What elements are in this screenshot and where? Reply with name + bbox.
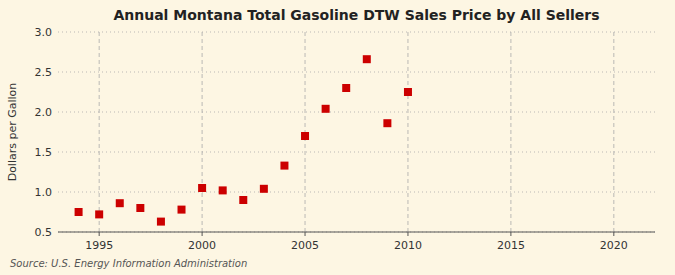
grid — [58, 32, 655, 232]
y-grid-line — [58, 112, 655, 113]
background — [0, 0, 675, 275]
x-tick — [99, 232, 100, 236]
x-grid-line — [202, 32, 203, 232]
x-grid-line — [510, 32, 511, 232]
point — [383, 119, 391, 127]
x-tick — [202, 232, 203, 236]
y-tick-label: 2.5 — [35, 66, 53, 79]
point — [178, 206, 186, 214]
y-tick-label: 0.5 — [35, 226, 53, 239]
point — [260, 185, 268, 193]
x-tick-label: 2005 — [291, 239, 319, 252]
y-axis-label: Dollars per Gallon — [6, 83, 19, 182]
chart: 0.5 1.0 1.5 2.0 2.5 3.0 1995 2000 2005 2010 2015 20… — [0, 0, 675, 275]
x-tick-label: 2020 — [600, 239, 628, 252]
point — [363, 55, 371, 63]
point — [342, 84, 350, 92]
point — [116, 199, 124, 207]
y-tick-label: 1.0 — [35, 186, 53, 199]
y-grid-line — [58, 32, 655, 33]
x-tick-label: 2000 — [188, 239, 216, 252]
points — [75, 55, 412, 225]
point — [322, 105, 330, 113]
x-grid-line — [99, 32, 100, 232]
y-tick-label: 1.5 — [35, 146, 53, 159]
point — [301, 132, 309, 140]
y-grid-line — [58, 192, 655, 193]
x-tick — [305, 232, 306, 236]
y-tick-label: 3.0 — [35, 26, 53, 39]
x-tick-label: 2010 — [394, 239, 422, 252]
x-grid-line — [407, 32, 408, 232]
x-tick-label: 1995 — [85, 239, 113, 252]
y-tick-label: 2.0 — [35, 106, 53, 119]
title: Annual Montana Total Gasoline DTW Sales … — [113, 7, 599, 23]
y-grid-line — [58, 152, 655, 153]
y-grid-line — [58, 232, 655, 233]
point — [280, 162, 288, 170]
point — [239, 196, 247, 204]
point — [219, 186, 227, 194]
x-grid-line — [613, 32, 614, 232]
axes: 0.5 1.0 1.5 2.0 2.5 3.0 1995 2000 2005 2010 2015 20… — [35, 26, 656, 252]
source-note: Source: U.S. Energy Information Administ… — [10, 258, 247, 269]
y-grid-line — [58, 72, 655, 73]
point — [198, 184, 206, 192]
point — [136, 204, 144, 212]
x-tick-label: 2015 — [497, 239, 525, 252]
point — [95, 210, 103, 218]
x-tick — [613, 232, 614, 236]
x-axis-line — [58, 232, 655, 233]
point — [75, 208, 83, 216]
x-tick — [510, 232, 511, 236]
x-tick — [407, 232, 408, 236]
point — [404, 88, 412, 96]
point — [157, 218, 165, 226]
